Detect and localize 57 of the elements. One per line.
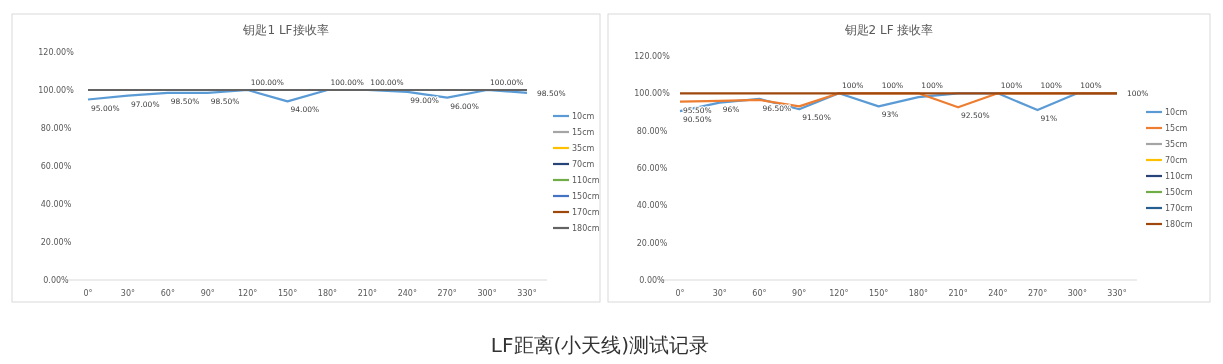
y-tick-label: 0.00%	[43, 276, 70, 285]
y-tick-label: 80.00%	[636, 126, 668, 136]
x-tick-label: 30°	[120, 289, 135, 298]
x-tick-label: 90°	[792, 289, 807, 298]
legend-label: 70cm	[1165, 156, 1188, 165]
legend-label: 180cm	[1165, 220, 1193, 229]
x-tick-label: 60°	[160, 289, 175, 298]
x-tick-label: 270°	[437, 289, 457, 298]
x-tick-label: 0°	[83, 289, 93, 298]
legend-label: 110cm	[572, 176, 600, 185]
x-tick-label: 180°	[908, 289, 928, 298]
legend-label: 180cm	[572, 224, 600, 233]
x-tick-label: 300°	[477, 289, 497, 298]
y-tick-label: 100.00%	[634, 89, 671, 99]
y-tick-label: 20.00%	[636, 238, 668, 248]
x-tick-label: 330°	[517, 289, 537, 298]
x-tick-label: 300°	[1067, 289, 1087, 298]
chart-title: 钥匙2 LF 接收率	[843, 23, 934, 37]
x-tick-label: 60°	[752, 289, 767, 298]
x-tick-label: 210°	[357, 289, 377, 298]
legend-label: 110cm	[1165, 172, 1193, 181]
legend-label: 150cm	[1165, 188, 1193, 197]
legend-label: 35cm	[1165, 140, 1188, 149]
x-tick-label: 270°	[1027, 289, 1048, 298]
legend-label: 70cm	[572, 160, 595, 169]
legend-label: 10cm	[572, 112, 595, 121]
y-tick-label: 60.00%	[40, 162, 72, 171]
x-tick-label: 150°	[869, 289, 889, 298]
y-tick-label: 40.00%	[636, 201, 668, 211]
legend-label: 15cm	[572, 128, 595, 137]
x-tick-label: 90°	[200, 289, 215, 298]
x-tick-label: 150°	[277, 289, 298, 298]
x-tick-label: 210°	[948, 289, 968, 298]
x-tick-label: 240°	[988, 289, 1008, 298]
legend-label: 15cm	[1165, 124, 1188, 133]
y-tick-label: 120.00%	[38, 48, 75, 57]
legend-label: 170cm	[1165, 204, 1193, 213]
legend-label: 35cm	[572, 144, 595, 153]
y-tick-label: 40.00%	[40, 200, 72, 209]
y-tick-label: 120.00%	[634, 52, 671, 61]
y-tick-label: 20.00%	[40, 238, 72, 247]
x-tick-label: 330°	[1107, 289, 1127, 298]
legend-label: 170cm	[572, 208, 600, 217]
y-tick-label: 80.00%	[40, 124, 72, 133]
text: LF距离(小天线)测试记录	[490, 333, 710, 357]
x-tick-label: 120°	[829, 289, 849, 298]
legend-label: 10cm	[1165, 108, 1188, 117]
legend-label: 150cm	[572, 192, 600, 201]
x-tick-label: 0°	[675, 289, 685, 298]
x-tick-label: 120°	[238, 289, 258, 298]
x-tick-label: 180°	[317, 289, 338, 298]
x-tick-label: 30°	[712, 289, 727, 298]
x-tick-label: 240°	[397, 289, 417, 298]
y-tick-label: 0.00%	[639, 276, 666, 285]
chart-title: 钥匙1 LF接收率	[242, 23, 329, 37]
y-tick-label: 60.00%	[636, 164, 668, 173]
y-tick-label: 100.00%	[38, 86, 75, 95]
